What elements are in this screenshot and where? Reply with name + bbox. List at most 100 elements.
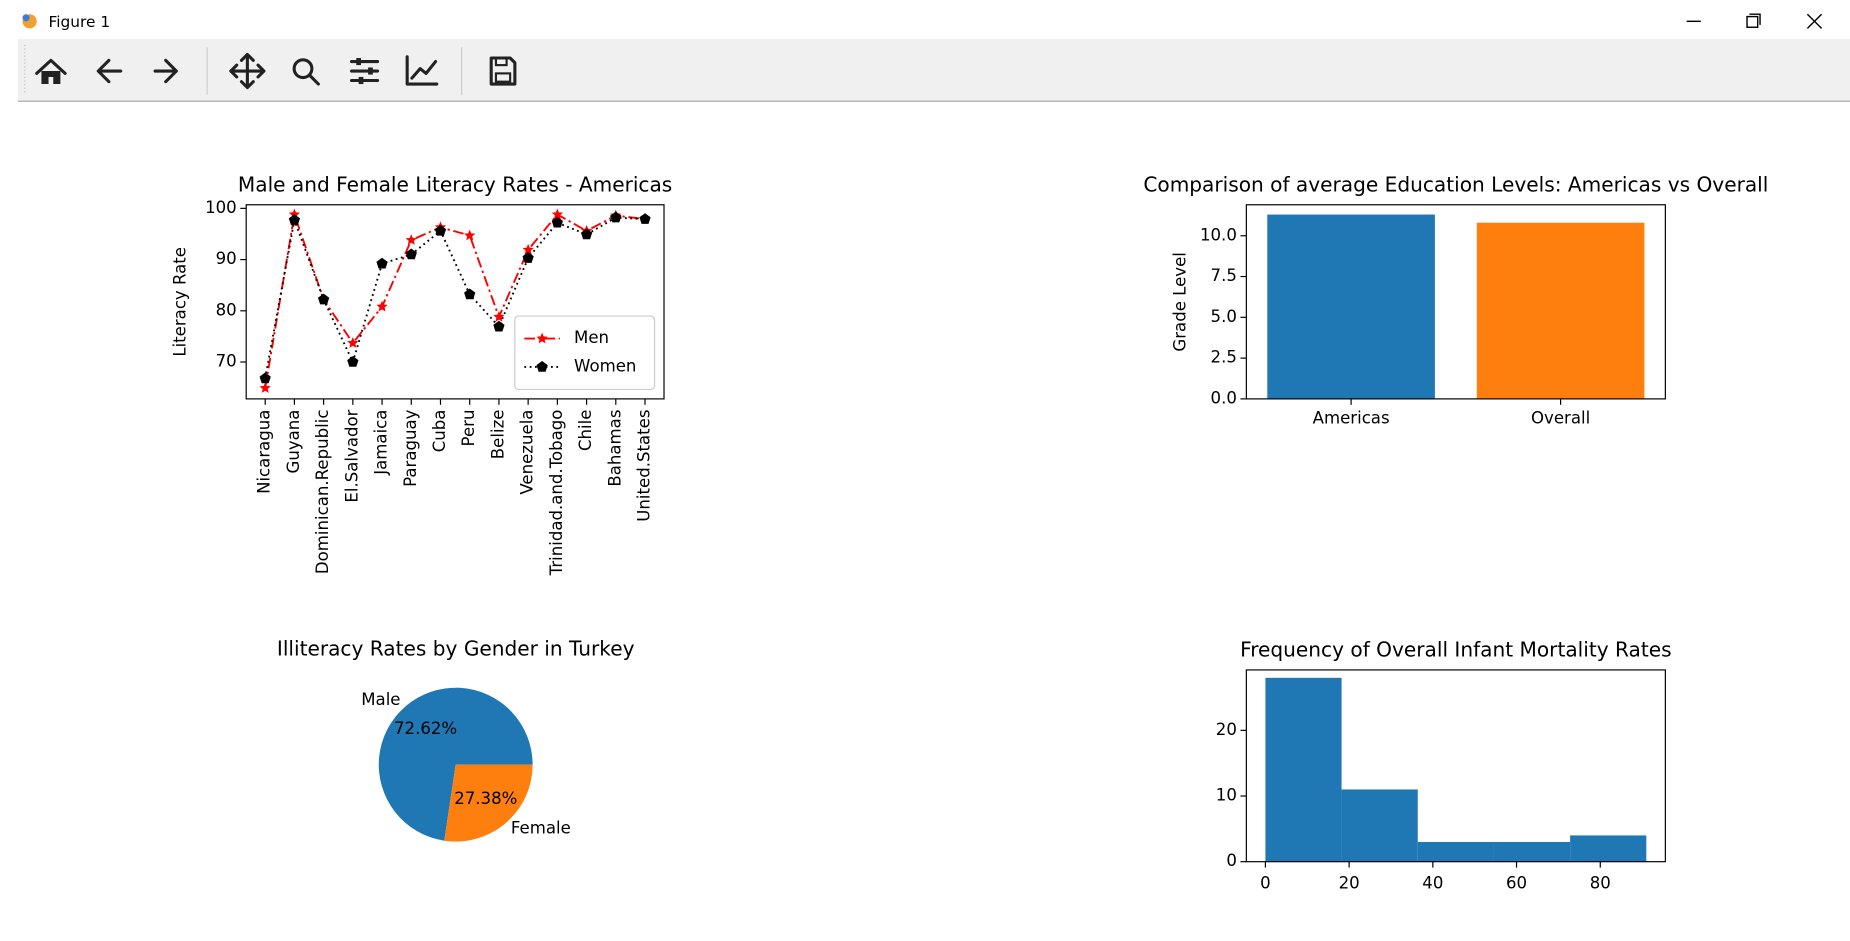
data-point [347,356,359,367]
x-tick-label: Dominican.Republic [313,410,332,575]
data-point [347,337,359,348]
x-tick-label: Bahamas [605,410,624,487]
x-tick-label: Guyana [284,410,303,474]
data-point [522,252,534,263]
pie-label: Male [361,690,400,709]
app-icon [22,14,37,29]
data-point [464,288,476,300]
y-axis-label: Literacy Rate [171,247,190,357]
data-point [551,208,563,220]
y-tick-label: 70 [216,352,237,371]
pan-button[interactable] [229,52,266,90]
data-point [405,248,417,260]
pie-label: Female [511,818,571,837]
plot-frame [245,204,665,400]
pie-wedge [444,764,533,842]
pie-wedge [378,687,533,841]
y-tick-label: 5.0 [1211,307,1237,326]
y-tick-label: 20 [1216,720,1237,739]
forward-button[interactable] [153,58,178,84]
y-tick-label: 0 [1226,851,1237,870]
x-tick-label: Trinidad.and.Tobago [547,410,566,577]
data-point [551,216,563,228]
data-point [639,213,651,224]
histogram-bar [1265,677,1342,862]
edit-axes-button[interactable] [405,55,439,86]
data-point [405,234,417,245]
x-tick-label: 0 [1260,874,1271,893]
x-tick-label: Cuba [430,410,449,453]
x-tick-label: Chile [576,410,595,451]
x-tick-label: 40 [1422,874,1443,893]
x-tick-label: Jamaica [372,410,391,476]
pie-percent: 72.62% [394,719,457,738]
plot-frame [1245,669,1666,863]
configure-button[interactable] [349,58,380,85]
data-point [522,243,534,255]
data-point [434,224,447,236]
histogram-bar [1493,841,1571,862]
legend-marker [536,332,548,344]
y-tick-label: 90 [216,249,237,268]
legend-box [514,315,656,391]
data-point [259,382,271,393]
legend-label: Women [574,356,636,375]
home-button[interactable] [35,58,67,85]
x-tick-label: Overall [1531,409,1590,428]
legend-marker [536,361,548,372]
y-axis-label: Grade Level [1171,252,1190,351]
data-point [464,229,476,241]
y-tick-label: 7.5 [1211,266,1237,285]
histogram-bar [1570,835,1647,862]
y-tick-label: 10 [1216,786,1237,805]
histogram-bar [1341,789,1418,862]
x-tick-label: Paraguay [401,409,420,487]
series-line [264,213,646,389]
y-tick-label: 2.5 [1211,348,1237,367]
y-tick-label: 100 [205,198,237,217]
y-tick-label: 80 [216,300,237,319]
restore-button[interactable] [1746,13,1761,28]
toolbar [17,39,1850,101]
chart-title: Illiteracy Rates by Gender in Turkey [277,636,635,660]
x-tick-label: 80 [1590,874,1611,893]
back-button[interactable] [96,58,123,84]
y-tick-label: 10.0 [1200,225,1237,244]
chart-title: Comparison of average Education Levels: … [1143,172,1768,196]
zoom-button[interactable] [292,58,320,86]
x-tick-label: El.Salvador [342,409,361,502]
x-tick-label: Belize [488,410,507,460]
x-tick-label: 20 [1339,874,1360,893]
data-point [610,211,622,223]
x-tick-label: Americas [1313,409,1390,428]
plot-frame [1245,204,1666,400]
data-point [376,257,388,269]
data-point [493,311,505,322]
bar [1476,222,1645,399]
x-tick-label: Nicaragua [255,410,274,494]
chart-title: Frequency of Overall Infant Mortality Ra… [1240,638,1671,662]
data-point [317,293,330,305]
save-button[interactable] [489,56,517,86]
histogram-bar [1417,841,1494,862]
window-title: Figure 1 [49,13,111,31]
x-tick-label: United.States [635,410,654,522]
data-point [259,372,271,384]
legend-label: Men [574,328,609,347]
close-button[interactable] [1806,13,1823,29]
x-tick-label: Venezuela [518,410,537,495]
chart-title: Male and Female Literacy Rates - America… [238,172,672,196]
series-line [264,216,646,379]
pie-percent: 27.38% [454,789,517,808]
data-point [376,300,388,312]
data-point [493,320,505,332]
data-point [580,228,593,240]
data-point [288,214,301,225]
y-tick-label: 0.0 [1211,388,1237,407]
x-tick-label: Peru [459,410,478,447]
x-tick-label: 60 [1506,874,1527,893]
bar [1267,214,1435,399]
